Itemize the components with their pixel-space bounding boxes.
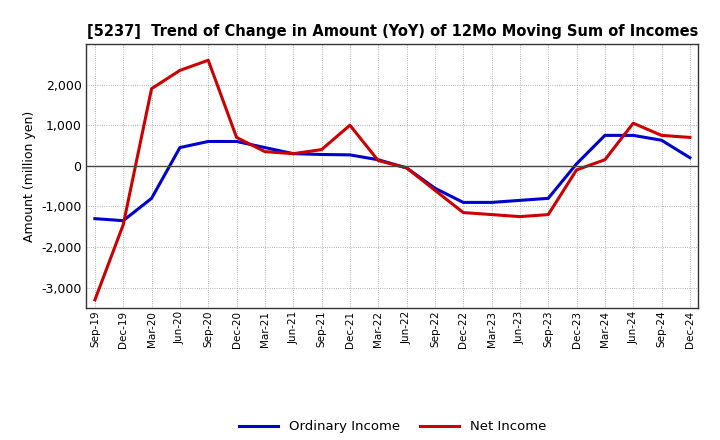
Net Income (346, 123, 354, 128)
Ordinary Income (459, 200, 467, 205)
Ordinary Income (346, 152, 354, 158)
Ordinary Income (600, 133, 609, 138)
Y-axis label: Amount (million yen): Amount (million yen) (22, 110, 35, 242)
Net Income (431, 187, 439, 193)
Net Income (148, 86, 156, 92)
Ordinary Income (685, 155, 694, 160)
Net Income (516, 214, 524, 219)
Net Income (685, 135, 694, 140)
Ordinary Income (233, 139, 241, 144)
Net Income (402, 165, 411, 171)
Ordinary Income (431, 186, 439, 191)
Net Income (176, 68, 184, 73)
Ordinary Income (318, 152, 326, 157)
Net Income (233, 135, 241, 140)
Net Income (544, 212, 552, 217)
Net Income (374, 158, 382, 163)
Ordinary Income (261, 145, 269, 150)
Net Income (459, 210, 467, 215)
Legend: Ordinary Income, Net Income: Ordinary Income, Net Income (233, 415, 552, 439)
Ordinary Income (629, 133, 637, 138)
Ordinary Income (148, 196, 156, 201)
Net Income (318, 147, 326, 152)
Ordinary Income (289, 151, 297, 156)
Net Income (657, 133, 666, 138)
Ordinary Income (572, 161, 581, 166)
Ordinary Income (544, 196, 552, 201)
Net Income (119, 222, 127, 227)
Net Income (572, 167, 581, 172)
Ordinary Income (657, 138, 666, 143)
Ordinary Income (516, 198, 524, 203)
Ordinary Income (119, 218, 127, 224)
Net Income (629, 121, 637, 126)
Ordinary Income (487, 200, 496, 205)
Title: [5237]  Trend of Change in Amount (YoY) of 12Mo Moving Sum of Incomes: [5237] Trend of Change in Amount (YoY) o… (86, 24, 698, 39)
Ordinary Income (374, 157, 382, 162)
Net Income (261, 149, 269, 154)
Net Income (289, 151, 297, 156)
Ordinary Income (176, 145, 184, 150)
Net Income (600, 157, 609, 162)
Line: Net Income: Net Income (95, 60, 690, 300)
Net Income (487, 212, 496, 217)
Ordinary Income (91, 216, 99, 221)
Ordinary Income (204, 139, 212, 144)
Net Income (91, 297, 99, 303)
Line: Ordinary Income: Ordinary Income (95, 136, 690, 221)
Ordinary Income (402, 165, 411, 171)
Net Income (204, 58, 212, 63)
